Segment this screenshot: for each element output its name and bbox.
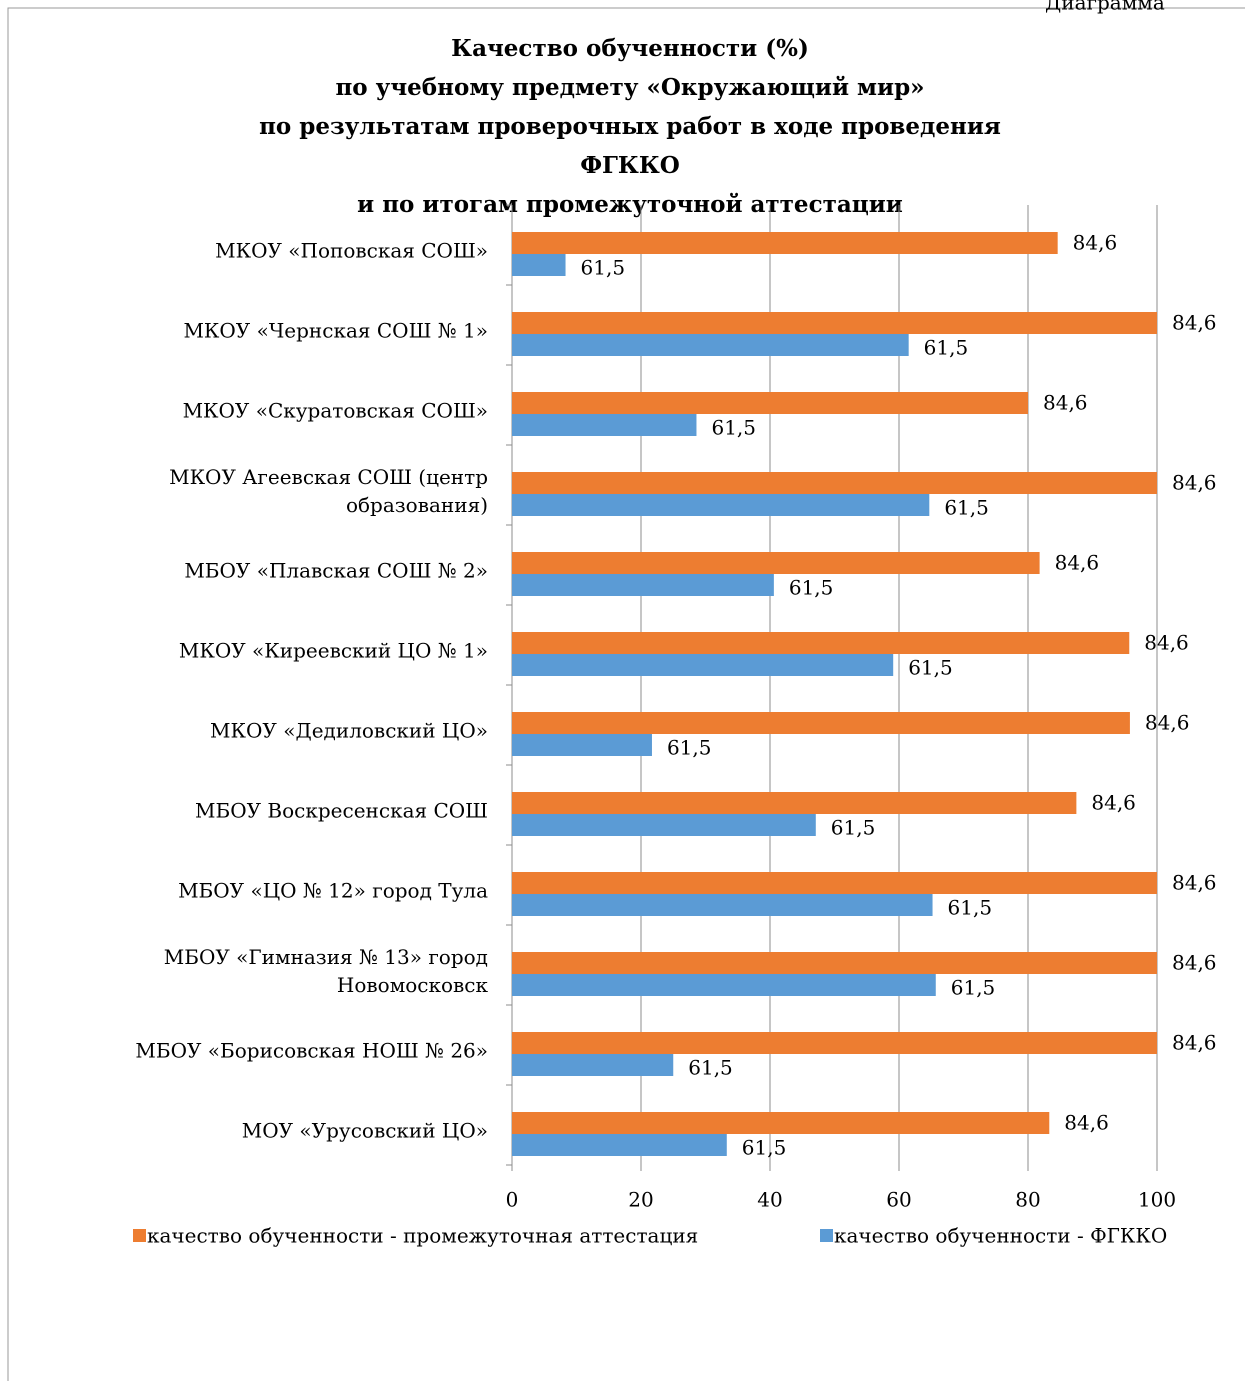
x-tick-label: 20 — [628, 1188, 653, 1212]
y-tick-label: МОУ «Урусовский ЦО» — [242, 1119, 488, 1143]
chart-title: по результатам проверочных работ в ходе … — [259, 113, 1001, 140]
bar — [512, 334, 909, 356]
x-tick-label: 100 — [1138, 1188, 1176, 1212]
value-label: 61,5 — [924, 336, 969, 360]
value-label: 61,5 — [944, 496, 989, 520]
y-tick-label: МБОУ «ЦО № 12» город Тула — [178, 879, 488, 903]
value-label: 61,5 — [908, 656, 953, 680]
value-label: 84,6 — [1073, 231, 1118, 255]
value-label: 84,6 — [1172, 1031, 1217, 1055]
chart-title: и по итогам промежуточной аттестации — [357, 191, 903, 218]
value-label: 84,6 — [1043, 391, 1088, 415]
bar — [512, 952, 1157, 974]
value-label: 61,5 — [688, 1056, 733, 1080]
y-tick-label: МКОУ «Дедиловский ЦО» — [210, 719, 488, 743]
bar — [512, 472, 1157, 494]
value-label: 61,5 — [742, 1136, 787, 1160]
bar — [512, 312, 1157, 334]
bar — [512, 254, 566, 276]
value-label: 84,6 — [1144, 631, 1189, 655]
legend-swatch — [133, 1229, 146, 1242]
value-label: 84,6 — [1172, 871, 1217, 895]
value-label: 84,6 — [1145, 711, 1190, 735]
chart-title: ФГККО — [580, 152, 680, 179]
y-tick-label: МКОУ «Поповская СОШ» — [215, 239, 488, 263]
y-tick-label: МБОУ «Гимназия № 13» город Новомосковск — [164, 945, 489, 997]
bar — [512, 552, 1040, 574]
annotation: Диаграмма — [1045, 0, 1165, 15]
value-label: 61,5 — [831, 816, 876, 840]
value-label: 61,5 — [951, 976, 996, 1000]
x-tick-label: 40 — [757, 1188, 782, 1212]
legend-swatch — [820, 1229, 833, 1242]
y-tick-label: МБОУ Воскресенская СОШ — [195, 799, 488, 823]
bar — [512, 654, 894, 676]
x-tick-label: 80 — [1015, 1188, 1040, 1212]
legend-label: качество обученности - ФГККО — [834, 1224, 1167, 1248]
value-label: 84,6 — [1172, 311, 1217, 335]
bar — [512, 1032, 1157, 1054]
y-tick-label: МКОУ «Чернская СОШ № 1» — [183, 319, 488, 343]
value-label: 84,6 — [1091, 791, 1136, 815]
x-tick-label: 0 — [506, 1188, 519, 1212]
value-label: 84,6 — [1172, 471, 1217, 495]
bar — [512, 414, 697, 436]
value-label: 84,6 — [1055, 551, 1100, 575]
value-label: 84,6 — [1172, 951, 1217, 975]
bar — [512, 734, 652, 756]
bar — [512, 872, 1157, 894]
y-tick-label: МКОУ Агеевская СОШ (центр образования) — [169, 465, 488, 517]
bar — [512, 232, 1058, 254]
value-label: 61,5 — [789, 576, 834, 600]
chart-title: Качество обученности (%) — [451, 35, 809, 62]
bar — [512, 1054, 674, 1076]
bar — [512, 392, 1028, 414]
y-tick-label: МБОУ «Плавская СОШ № 2» — [184, 559, 488, 583]
bar — [512, 574, 774, 596]
bar — [512, 1134, 727, 1156]
bar — [512, 712, 1130, 734]
legend-label: качество обученности - промежуточная атт… — [147, 1224, 698, 1248]
value-label: 61,5 — [667, 736, 712, 760]
bar — [512, 894, 933, 916]
bar — [512, 792, 1077, 814]
y-tick-label: МКОУ «Киреевский ЦО № 1» — [179, 639, 488, 663]
bar — [512, 494, 930, 516]
value-label: 61,5 — [948, 896, 993, 920]
chart-border — [7, 7, 1245, 1381]
bar — [512, 814, 816, 836]
chart-title: по учебному предмету «Окружающий мир» — [335, 74, 924, 101]
bar — [512, 974, 936, 996]
y-tick-label: МКОУ «Скуратовская СОШ» — [183, 399, 488, 423]
bar — [512, 1112, 1050, 1134]
bar — [512, 632, 1130, 654]
value-label: 61,5 — [581, 256, 626, 280]
value-label: 61,5 — [711, 416, 756, 440]
x-tick-label: 60 — [886, 1188, 911, 1212]
value-label: 84,6 — [1064, 1111, 1109, 1135]
y-tick-label: МБОУ «Борисовская НОШ № 26» — [135, 1039, 488, 1063]
